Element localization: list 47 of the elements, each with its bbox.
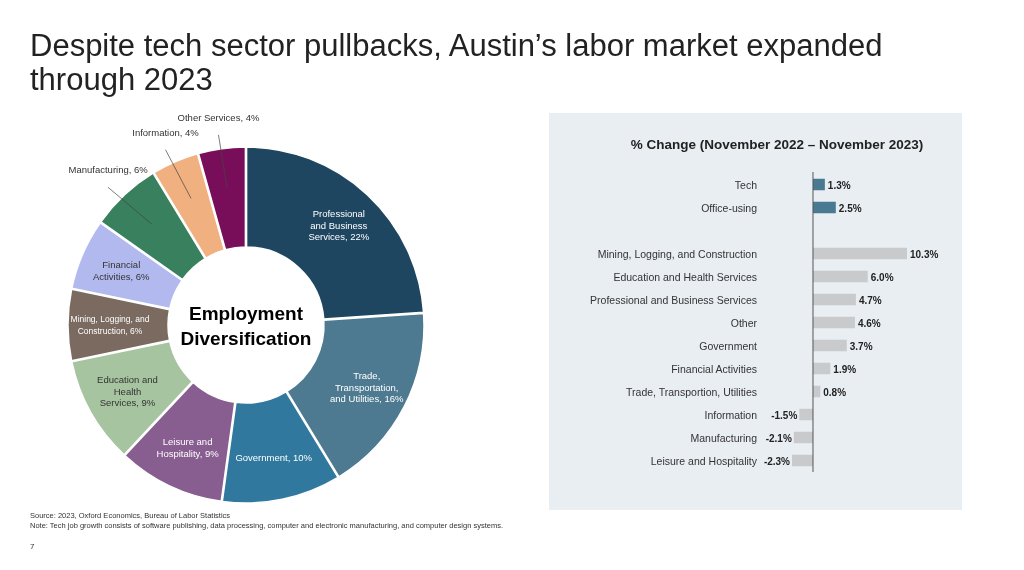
slice-label: Other Services, 4% [177, 111, 260, 123]
y-tick-label: Education and Health Services [613, 270, 757, 283]
y-tick-label: Financial Activities [671, 362, 757, 375]
data-label: -2.3% [763, 455, 791, 467]
slice-label: Education and Health Services, 9% [97, 374, 158, 409]
y-tick-label: Information [704, 408, 758, 421]
data-label: 1.3% [827, 179, 851, 191]
y-tick-label: Manufacturing [690, 431, 758, 444]
data-label: 3.7% [849, 340, 873, 352]
y-tick-label: Tech [734, 178, 758, 191]
y-tick-label: Mining, Logging, and Construction [597, 247, 758, 260]
data-label: 4.7% [858, 294, 882, 306]
bar [799, 408, 813, 421]
data-label: -1.5% [771, 409, 798, 421]
slice-label: Leisure and Hospitality, 9% [156, 436, 220, 459]
text: 7 [30, 542, 35, 551]
data-label: 1.9% [833, 363, 857, 375]
bar [812, 270, 868, 283]
y-tick-label: Other [730, 316, 758, 329]
y-tick-label: Leisure and Hospitality [650, 454, 758, 467]
slice-label: Financial Activities, 6% [93, 259, 151, 282]
slice-label: Professional and Business Services, 22% [308, 208, 370, 243]
slice-label: Trade, Transportation, and Utilities, 16% [330, 370, 404, 405]
data-label: 10.3% [910, 248, 939, 260]
slice-label: Manufacturing, 6% [68, 164, 149, 176]
bar [812, 316, 855, 329]
bar [792, 454, 813, 467]
bar [793, 431, 813, 444]
data-label: 4.6% [857, 317, 881, 329]
bar [812, 201, 836, 214]
slice-label: Mining, Logging, and Construction, 6% [70, 314, 150, 336]
y-tick-label: Trade, Transportion, Utilities [626, 385, 757, 398]
data-label: 0.8% [823, 386, 847, 398]
data-label: 6.0% [870, 271, 894, 283]
chart-title: Despite tech sector pullbacks, Austin’s labor market expanded through 2023 [30, 28, 883, 97]
chart-title: % Change (November 2022 – November 2023) [630, 137, 924, 152]
slice-label: Government, 10% [235, 452, 313, 464]
y-tick-label: Professional and Business Services [590, 293, 757, 306]
bar [812, 293, 856, 306]
text: Employment Diversification [180, 302, 312, 349]
slice-label: Information, 4% [132, 126, 200, 138]
bar [812, 339, 847, 352]
y-tick-label: Government [699, 339, 758, 352]
data-label: -2.1% [765, 432, 792, 444]
bar [812, 247, 907, 260]
data-label: 2.5% [838, 202, 862, 214]
y-tick-label: Office-using [701, 201, 758, 214]
